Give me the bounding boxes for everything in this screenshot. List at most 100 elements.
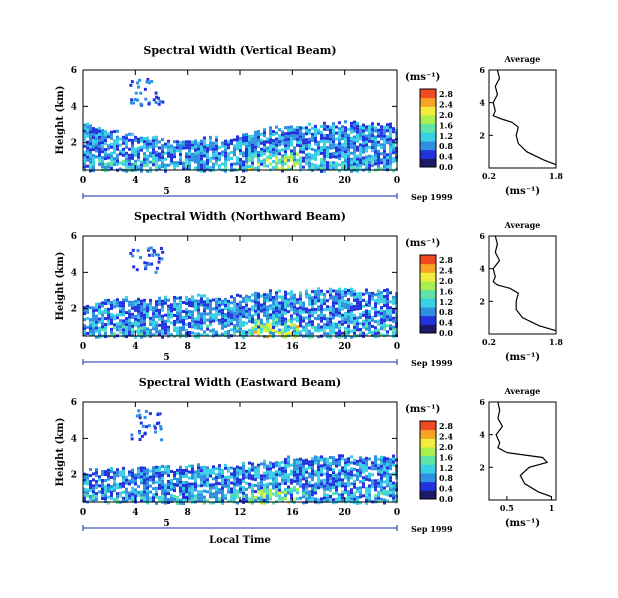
x-tick-label: 12 <box>234 342 247 352</box>
heatmap-cell <box>230 490 233 494</box>
heatmap-cell <box>326 290 329 294</box>
heatmap-cell <box>122 135 125 139</box>
heatmap-cell <box>383 298 386 302</box>
heatmap-cell <box>299 478 302 482</box>
heatmap-cell <box>320 470 323 474</box>
heatmap-cell <box>329 335 332 339</box>
heatmap-cell <box>161 482 164 486</box>
heatmap-cell <box>296 458 299 462</box>
heatmap-cell <box>377 134 380 138</box>
heatmap-cell <box>173 328 176 332</box>
heatmap-cell <box>278 488 281 492</box>
average-x-tick-label: 0.5 <box>500 503 514 513</box>
heatmap-cell <box>194 494 197 498</box>
heatmap-cell <box>101 322 104 326</box>
heatmap-cell <box>311 153 314 157</box>
heatmap-cell <box>347 306 350 310</box>
heatmap-cell <box>254 291 257 295</box>
heatmap-cell <box>302 141 305 145</box>
heatmap-cell <box>380 497 383 501</box>
heatmap-cell <box>212 471 215 475</box>
heatmap-cell <box>197 332 200 336</box>
heatmap-cell <box>224 312 227 316</box>
heatmap-cell <box>314 163 317 167</box>
heatmap-cell <box>131 147 134 151</box>
heatmap-cell <box>248 328 251 332</box>
heatmap-cell <box>299 472 302 476</box>
heatmap-cell <box>131 144 134 148</box>
heatmap-cell <box>83 159 86 163</box>
heatmap-cell <box>383 295 386 299</box>
heatmap-cell <box>332 125 335 129</box>
heatmap-cell <box>203 309 206 313</box>
heatmap-cell <box>141 424 145 428</box>
heatmap-cell <box>209 317 212 321</box>
heatmap-cell <box>386 324 389 328</box>
heatmap-cell <box>380 167 383 171</box>
heatmap-cell <box>383 134 386 138</box>
heatmap-cell <box>347 139 350 143</box>
heatmap-cell <box>209 483 212 487</box>
heatmap-cell <box>290 149 293 153</box>
heatmap-cell <box>155 306 158 310</box>
heatmap-cell <box>350 488 353 492</box>
heatmap-cell <box>251 326 254 330</box>
heatmap-cell <box>251 477 254 481</box>
heatmap-cell <box>92 315 95 319</box>
heatmap-cell <box>116 498 119 502</box>
heatmap-cell <box>296 137 299 141</box>
heatmap-cell <box>374 461 377 465</box>
heatmap-cell <box>179 159 182 163</box>
y-tick-label: 6 <box>71 398 77 408</box>
heatmap-cell <box>134 476 137 480</box>
heatmap-cell <box>374 332 377 336</box>
heatmap-cell <box>335 497 338 501</box>
heatmap-cell <box>263 305 266 309</box>
heatmap-cell <box>329 485 332 489</box>
heatmap-cell <box>305 325 308 329</box>
heatmap-cell <box>95 329 98 333</box>
heatmap-cell <box>248 467 251 471</box>
heatmap-cell <box>98 156 101 160</box>
heatmap-cell <box>272 301 275 305</box>
heatmap-cell <box>359 492 362 496</box>
heatmap-cell <box>89 157 92 161</box>
heatmap-cell <box>311 296 314 300</box>
heatmap-cell <box>242 169 245 173</box>
heatmap-cell <box>332 301 335 305</box>
heatmap-cell <box>359 149 362 153</box>
heatmap-cell <box>233 467 236 471</box>
heatmap-cell <box>188 488 191 492</box>
heatmap-cell <box>230 472 233 476</box>
heatmap-cell <box>128 330 131 334</box>
heatmap-cell <box>179 483 182 487</box>
heatmap-cell <box>350 145 353 149</box>
heatmap-cell <box>269 328 272 332</box>
heatmap-cell <box>269 470 272 474</box>
heatmap-cell <box>293 458 296 462</box>
heatmap-cell <box>104 470 107 474</box>
average-y-tick-label: 2 <box>479 296 485 306</box>
heatmap-cell <box>132 101 136 105</box>
heatmap-cell <box>302 165 305 169</box>
heatmap-cell <box>125 478 128 482</box>
heatmap-cell <box>344 162 347 166</box>
heatmap-cell <box>377 295 380 299</box>
heatmap-cell <box>389 488 392 492</box>
heatmap-cell <box>344 287 347 291</box>
heatmap-cell <box>284 460 287 464</box>
heatmap-cell <box>242 151 245 155</box>
heatmap-cell <box>365 489 368 493</box>
heatmap-cell <box>134 317 137 321</box>
heatmap-cell <box>335 143 338 147</box>
heatmap-cell <box>272 465 275 469</box>
heatmap-cell <box>266 329 269 333</box>
heatmap-cell <box>179 144 182 148</box>
heatmap-cell <box>344 126 347 130</box>
heatmap-cell <box>221 162 224 166</box>
heatmap-cell <box>389 152 392 156</box>
heatmap-cell <box>290 317 293 321</box>
heatmap-cell <box>353 162 356 166</box>
heatmap-cell <box>212 307 215 311</box>
heatmap-cell <box>116 138 119 142</box>
